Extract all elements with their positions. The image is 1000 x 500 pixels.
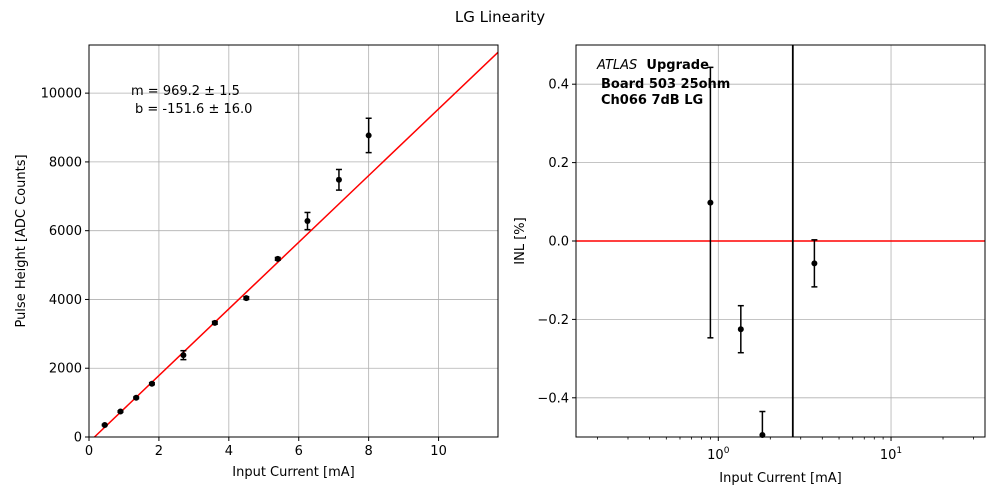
right-y-ticks: −0.4 −0.2 0.0 0.2 0.4 — [537, 78, 576, 406]
left-y-tick-label: 10000 — [41, 87, 82, 102]
left-x-tick-label: 2 — [155, 444, 163, 459]
linearity-plot: 0 2 4 6 8 10 0 2000 4000 6000 8000 10000 Input Cur… — [14, 44, 499, 480]
right-x-ticks: 100 101 — [597, 437, 974, 463]
fit-intercept-annotation: b = -151.6 ± 16.0 — [135, 102, 252, 117]
left-x-tick-label: 8 — [365, 444, 373, 459]
left-plot-frame — [88, 44, 499, 438]
right-y-tick-label: −0.2 — [537, 313, 569, 328]
left-x-ticks: 0 2 4 6 8 10 — [85, 437, 447, 459]
left-y-axis-label: Pulse Height [ADC Counts] — [14, 154, 29, 327]
right-y-tick-label: 0.4 — [548, 78, 569, 93]
left-x-tick-label: 6 — [295, 444, 303, 459]
right-reference-lines — [576, 45, 985, 437]
right-data-point — [811, 260, 818, 267]
left-data-point — [180, 352, 187, 359]
left-y-tick-label: 8000 — [49, 155, 82, 170]
atlas-experiment: ATLAS — [596, 58, 637, 73]
left-data-point — [304, 218, 311, 225]
left-data-point — [148, 380, 155, 387]
right-y-tick-label: 0.2 — [548, 156, 569, 171]
left-data-point — [211, 319, 218, 326]
left-y-tick-label: 0 — [74, 431, 82, 446]
fit-slope-annotation: m = 969.2 ± 1.5 — [131, 84, 240, 99]
left-y-tick-label: 4000 — [49, 293, 82, 308]
right-data-points — [707, 66, 818, 439]
right-data-point — [707, 199, 714, 206]
left-fit-line-group — [93, 51, 499, 438]
right-y-tick-label: 0.0 — [548, 235, 569, 250]
left-data-point — [335, 176, 342, 183]
left-y-tick-label: 6000 — [49, 224, 82, 239]
left-data-point — [365, 132, 372, 139]
left-grid — [88, 45, 498, 438]
right-data-point — [737, 326, 744, 333]
right-x-tick-label: 101 — [880, 446, 902, 463]
left-data-point — [133, 394, 140, 401]
atlas-suffix: Upgrade — [646, 58, 709, 73]
fit-line — [93, 51, 499, 438]
right-y-axis-label: INL [%] — [513, 217, 528, 264]
channel-label: Ch066 7dB LG — [601, 93, 703, 108]
inl-plot: 100 101 −0.4 −0.2 0.0 0.2 0.4 Input Current [… — [513, 44, 986, 486]
left-data-point — [243, 295, 250, 302]
atlas-label: ATLAS Upgrade — [596, 58, 709, 73]
left-y-ticks: 0 2000 4000 6000 8000 10000 — [41, 87, 89, 446]
left-x-axis-label: Input Current [mA] — [232, 465, 354, 480]
left-data-point — [274, 255, 281, 262]
left-x-tick-label: 4 — [225, 444, 233, 459]
right-x-tick-label: 100 — [707, 446, 730, 463]
board-label: Board 503 25ohm — [601, 77, 730, 92]
left-y-tick-label: 2000 — [49, 362, 82, 377]
right-x-axis-label: Input Current [mA] — [719, 471, 841, 486]
left-data-point — [101, 421, 108, 428]
left-x-tick-label: 0 — [85, 444, 93, 459]
left-x-tick-label: 10 — [430, 444, 447, 459]
right-y-tick-label: −0.4 — [537, 391, 569, 406]
left-data-point — [117, 408, 124, 415]
figure-title: LG Linearity — [455, 8, 545, 26]
left-data-points — [101, 117, 372, 428]
